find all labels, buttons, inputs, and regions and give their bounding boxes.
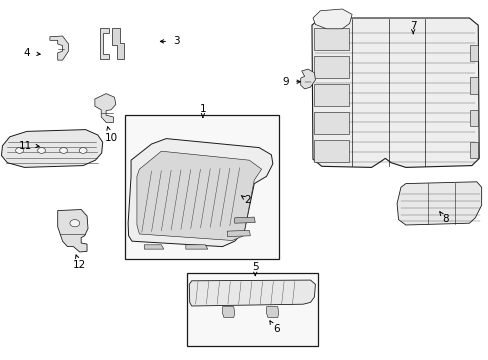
Polygon shape bbox=[95, 94, 116, 122]
Bar bbox=[187, 273, 318, 346]
Polygon shape bbox=[50, 36, 68, 60]
Bar bbox=[314, 112, 348, 134]
Text: 4: 4 bbox=[23, 48, 30, 58]
Polygon shape bbox=[185, 245, 207, 249]
Circle shape bbox=[79, 148, 87, 153]
Polygon shape bbox=[266, 307, 278, 318]
Polygon shape bbox=[300, 69, 315, 89]
Text: 5: 5 bbox=[251, 262, 258, 272]
Text: 12: 12 bbox=[73, 260, 86, 270]
Circle shape bbox=[70, 220, 80, 227]
Polygon shape bbox=[58, 210, 88, 252]
Polygon shape bbox=[137, 151, 261, 240]
Polygon shape bbox=[227, 230, 250, 237]
Bar bbox=[314, 140, 348, 162]
Text: 7: 7 bbox=[409, 21, 416, 31]
Bar bbox=[314, 28, 348, 50]
Text: 9: 9 bbox=[282, 77, 288, 87]
Text: 6: 6 bbox=[272, 324, 279, 334]
Polygon shape bbox=[234, 217, 255, 223]
Polygon shape bbox=[128, 139, 272, 247]
Polygon shape bbox=[144, 245, 163, 249]
Bar bbox=[314, 84, 348, 106]
Polygon shape bbox=[1, 130, 102, 167]
Bar bbox=[314, 56, 348, 78]
Polygon shape bbox=[189, 280, 315, 306]
Bar bbox=[469, 45, 477, 61]
Circle shape bbox=[38, 148, 45, 153]
Circle shape bbox=[60, 148, 67, 153]
Text: 3: 3 bbox=[172, 36, 179, 46]
Text: 1: 1 bbox=[199, 104, 206, 114]
Bar bbox=[469, 110, 477, 126]
Circle shape bbox=[16, 148, 23, 153]
Polygon shape bbox=[112, 28, 123, 59]
Polygon shape bbox=[311, 18, 478, 167]
Polygon shape bbox=[222, 307, 234, 318]
Bar bbox=[469, 77, 477, 94]
Text: 2: 2 bbox=[244, 195, 251, 205]
Bar bbox=[469, 142, 477, 158]
Polygon shape bbox=[100, 28, 109, 59]
Text: 11: 11 bbox=[19, 141, 32, 151]
Polygon shape bbox=[312, 9, 351, 29]
Bar bbox=[124, 115, 278, 259]
Text: 10: 10 bbox=[105, 132, 118, 143]
Text: 8: 8 bbox=[442, 214, 448, 224]
Polygon shape bbox=[396, 182, 481, 225]
